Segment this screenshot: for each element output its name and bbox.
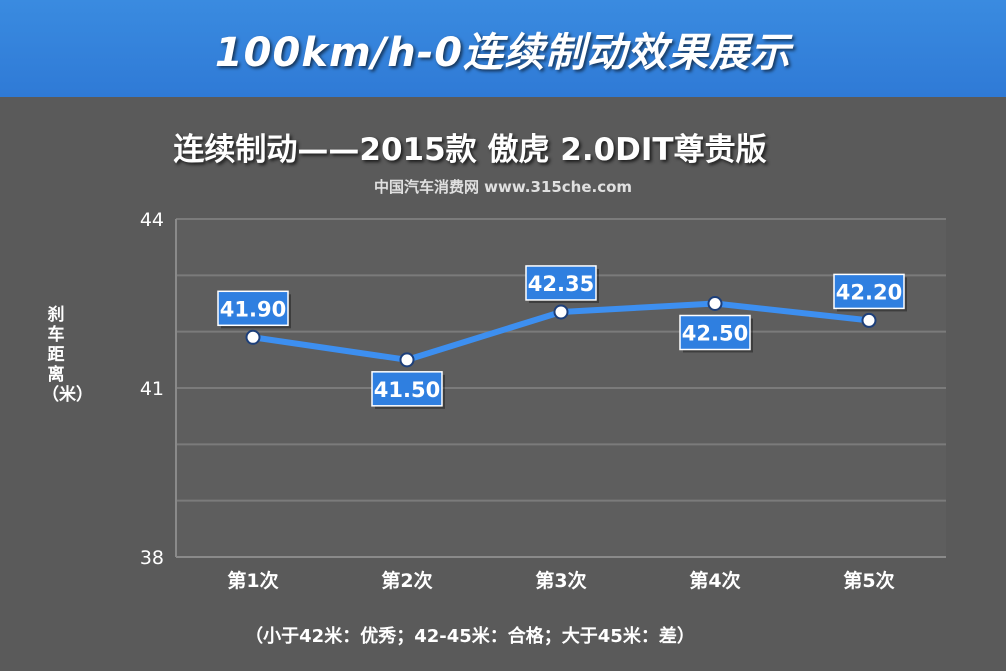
data-label-box — [833, 273, 905, 310]
rating-footnote: （小于42米：优秀；42-45米：合格；大于45米：差） — [245, 626, 695, 647]
x-tick-label: 第3次 — [535, 569, 586, 592]
header-banner: 100km/h-0连续制动效果展示 — [0, 0, 1006, 97]
banner-title: 100km/h-0连续制动效果展示 — [214, 29, 792, 76]
x-tick-label: 第2次 — [381, 569, 432, 592]
x-tick-label: 第4次 — [689, 569, 740, 592]
data-point — [707, 296, 723, 311]
x-tick-label: 第5次 — [843, 569, 894, 592]
data-label: 42.50 — [682, 322, 748, 346]
data-label: 42.35 — [528, 272, 594, 296]
data-label: 42.20 — [836, 280, 902, 304]
data-label-box — [525, 265, 597, 301]
data-point — [553, 304, 569, 320]
data-point — [399, 352, 415, 368]
data-point — [245, 329, 261, 345]
data-label-box — [217, 290, 289, 327]
data-label-box — [679, 314, 751, 351]
data-label-box — [371, 371, 443, 407]
chart-title: 连续制动——2015款 傲虎 2.0DIT尊贵版 — [173, 132, 767, 168]
data-label: 41.50 — [374, 378, 440, 402]
data-label: 41.90 — [220, 297, 286, 321]
y-tick-label: 44 — [140, 209, 164, 231]
data-point — [861, 312, 877, 328]
x-tick-label: 第1次 — [227, 569, 278, 592]
watermark-text: 中国汽车消费网 www.315che.com — [373, 178, 633, 196]
y-tick-label: 38 — [140, 547, 164, 569]
y-tick-label: 41 — [140, 378, 164, 400]
